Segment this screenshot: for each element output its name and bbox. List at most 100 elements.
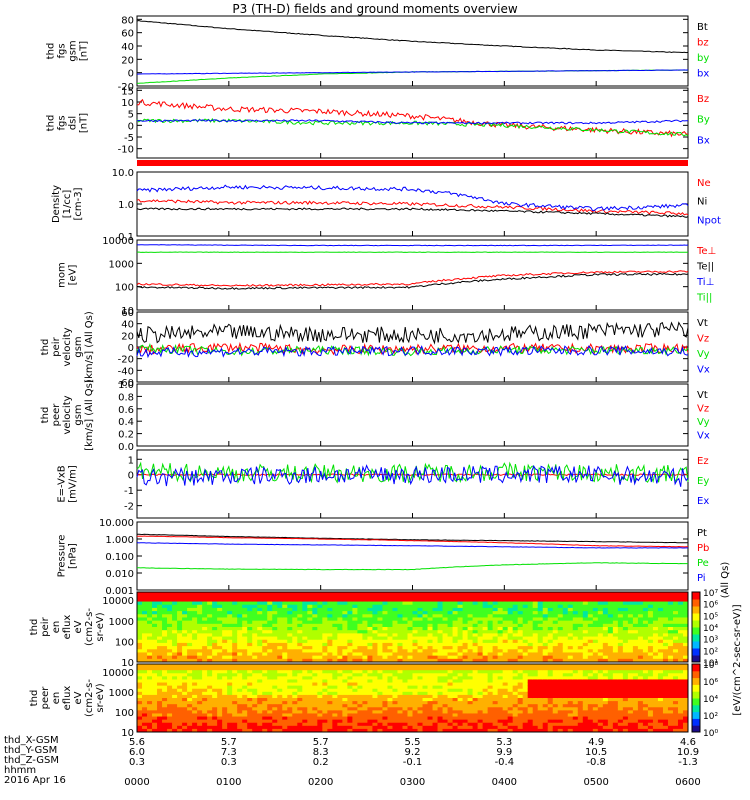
p10-cell (242, 688, 248, 693)
p9-cell (252, 627, 258, 631)
p9-cell (542, 601, 549, 606)
p9-cell (142, 614, 148, 618)
p9-cell (182, 620, 188, 625)
p9-cell (547, 620, 554, 625)
p9-cell (462, 639, 469, 644)
p10-cell (372, 667, 378, 671)
p10-cell (217, 725, 223, 730)
p10-cell (482, 704, 489, 708)
p9-cell (622, 642, 629, 647)
p9-cell (292, 620, 298, 625)
p10-cell (642, 664, 649, 668)
p10-cell (402, 713, 408, 718)
p10-cell (582, 664, 589, 668)
p9-cell (322, 646, 328, 650)
p10-cell (447, 676, 454, 680)
p9-cell (292, 627, 298, 631)
p9-cell (297, 601, 303, 606)
p9-cell (267, 617, 273, 622)
p10-cell (627, 716, 634, 721)
p10-cell (562, 707, 569, 711)
p10-cell (137, 694, 143, 699)
p9-cell (552, 633, 559, 638)
p10-cell (522, 676, 529, 680)
p9-cell (562, 646, 569, 650)
p9-cell (492, 614, 499, 618)
p9-cell (282, 623, 288, 628)
p9-cell (442, 636, 449, 641)
p10-cell (137, 710, 143, 714)
p10-cell (352, 716, 358, 721)
p10-cell (372, 670, 378, 674)
p9-cell (162, 633, 168, 638)
p10-cell (487, 698, 494, 702)
p10-cell (392, 716, 398, 721)
p9-cell (517, 627, 524, 631)
p9-cell (372, 642, 378, 647)
p10-cell (577, 713, 584, 718)
p9-cell (142, 592, 148, 596)
p10-cell (542, 685, 549, 690)
p10-cell (152, 701, 158, 705)
p10-cell (502, 682, 509, 687)
p9-cell (287, 611, 293, 615)
p10-cell (377, 691, 383, 696)
p9-cell (182, 601, 188, 606)
p10-cell (342, 667, 348, 671)
p9-cell (217, 607, 223, 612)
p4-ylabel-1: [eV] (68, 265, 79, 286)
p9-cell (312, 614, 318, 618)
p9-cell (572, 655, 579, 660)
p9-cell (362, 595, 368, 599)
p9-cell (207, 630, 213, 634)
p10-cell (492, 701, 499, 705)
p10-cell (472, 667, 479, 671)
p10-cell (427, 685, 434, 690)
p10-cell (212, 713, 218, 718)
p10-cell (162, 691, 168, 696)
p10-cell (332, 679, 338, 684)
p9-cell (187, 630, 193, 634)
p9-cell (307, 601, 313, 606)
p6-ytick-label: 0.0 (118, 442, 134, 453)
p10-cell (152, 704, 158, 708)
p9-cell (482, 620, 489, 625)
p9-cell (652, 658, 659, 663)
p9-cell (182, 592, 188, 596)
p10-cell (547, 704, 554, 708)
p9-cell (322, 636, 328, 641)
p10-cell (357, 698, 363, 702)
p10-cell (157, 725, 163, 730)
p10-cell (312, 704, 318, 708)
p10-cell (497, 710, 504, 714)
p9-cell (497, 642, 504, 647)
p9-cell (297, 655, 303, 660)
p10-cell (637, 682, 644, 687)
p10-cell (317, 728, 323, 733)
p9-cell (157, 623, 163, 628)
p10-cell (487, 725, 494, 730)
p9-cell (582, 614, 589, 618)
p9-cell (417, 620, 424, 625)
p10-cell (232, 713, 238, 718)
p9-cell (167, 617, 173, 622)
p10-cell (612, 694, 619, 699)
p10-cell (617, 701, 624, 705)
p10-cell (542, 719, 549, 724)
p9-cell (152, 642, 158, 647)
p9-cell (137, 604, 143, 609)
p9-cell (372, 595, 378, 599)
p10-cell (627, 685, 634, 690)
p9-cell (492, 601, 499, 606)
p9-cell (347, 646, 353, 650)
p9-cell (517, 655, 524, 660)
p9-cell (437, 617, 444, 622)
p10-cell (362, 716, 368, 721)
p9-cell (312, 595, 318, 599)
p9-cell (262, 623, 268, 628)
p9-cell (247, 617, 253, 622)
p10-cell (552, 719, 559, 724)
p9-cell (147, 639, 153, 644)
p9-cell (407, 607, 413, 612)
p9-cell (417, 642, 424, 647)
